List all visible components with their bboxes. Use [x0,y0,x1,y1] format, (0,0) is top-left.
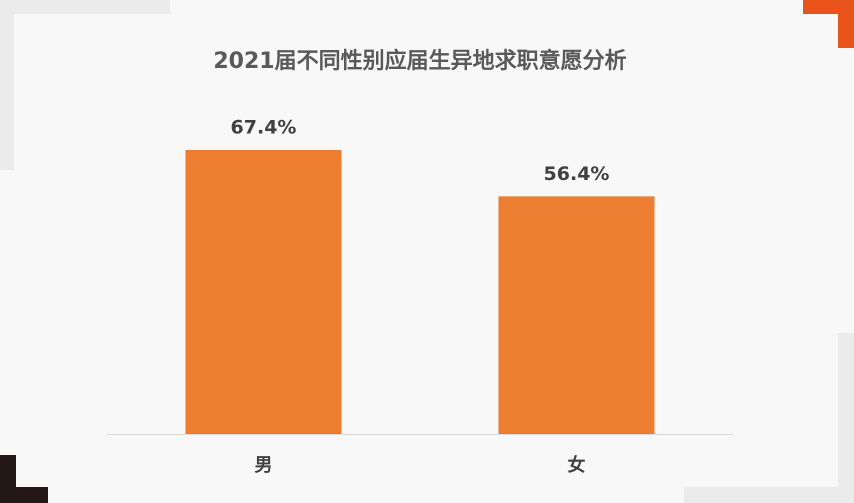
bar [185,150,342,434]
chart-title: 2021届不同性别应届生异地求职意愿分析 [213,48,626,74]
x-tick-label: 女 [568,454,586,476]
corner-decor [838,333,854,503]
corner-decor [838,0,854,48]
corner-decor [0,487,48,503]
value-label: 56.4% [544,163,610,185]
bar [498,196,655,434]
corner-decor [0,0,170,14]
x-tick-label: 男 [255,455,273,476]
corner-decor [684,487,854,503]
corner-decor [0,0,14,170]
value-label: 67.4% [231,117,297,139]
